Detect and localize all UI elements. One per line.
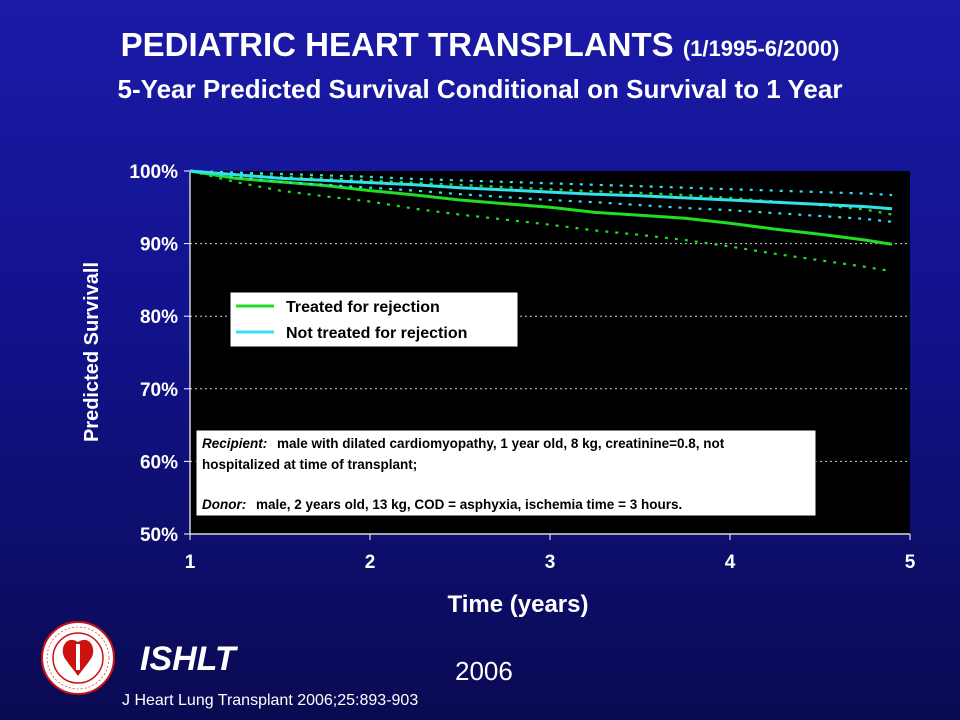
title-date-range: (1/1995-6/2000) (682, 36, 840, 61)
page-title: PEDIATRIC HEART TRANSPLANTS (1/1995-6/20… (0, 26, 960, 64)
x-tick-label: 3 (545, 552, 556, 573)
y-tick-label: 80% (140, 307, 178, 328)
y-axis-label: Predicted Survivall (81, 262, 103, 442)
annotation-background (195, 429, 817, 517)
y-tick-label: 90% (140, 235, 178, 256)
ishlt-seal-icon (41, 621, 115, 695)
y-axis-ticks: 50% 60% 70% 80% 90% 100% (129, 162, 191, 546)
title-main: PEDIATRIC HEART TRANSPLANTS (120, 26, 674, 63)
legend-box (229, 291, 519, 348)
x-tick-label: 4 (725, 552, 736, 573)
annotation-recipient-line-1: Recipient: male with dilated cardiomyopa… (202, 436, 725, 451)
citation: J Heart Lung Transplant 2006;25:893-903 (122, 692, 419, 709)
y-tick-label: 50% (140, 525, 178, 546)
recipient-label: Recipient: (202, 436, 267, 451)
y-tick-label: 100% (129, 162, 178, 183)
y-tick-label: 70% (140, 380, 178, 401)
x-axis-ticks: 1 2 3 4 5 (185, 533, 916, 573)
legend: Treated for rejection Not treated for re… (229, 291, 519, 348)
series-line-not-treated (189, 169, 893, 211)
series-layer (189, 169, 893, 273)
annotation-box: Recipient: male with dilated cardiomyopa… (195, 429, 817, 517)
x-tick-label: 5 (905, 552, 916, 573)
donor-label: Donor: (202, 497, 246, 512)
ci-lower-not-treated (189, 169, 893, 223)
year-label: 2006 (455, 656, 513, 686)
y-tick-label: 60% (140, 452, 178, 473)
recipient-text-2: hospitalized at time of transplant; (202, 457, 417, 472)
page-subtitle: 5-Year Predicted Survival Conditional on… (117, 74, 843, 104)
recipient-text-1: male with dilated cardiomyopathy, 1 year… (277, 436, 725, 451)
ci-upper-not-treated (189, 169, 893, 197)
ci-lower-treated (189, 169, 893, 273)
legend-label-not-treated: Not treated for rejection (286, 325, 467, 342)
legend-label-treated: Treated for rejection (286, 299, 440, 316)
x-axis-label: Time (years) (448, 591, 589, 618)
donor-text: male, 2 years old, 13 kg, COD = asphyxia… (256, 497, 682, 512)
x-tick-label: 2 (365, 552, 376, 573)
x-tick-label: 1 (185, 552, 196, 573)
org-label: ISHLT (140, 640, 236, 678)
annotation-donor-line: Donor: male, 2 years old, 13 kg, COD = a… (202, 497, 682, 512)
